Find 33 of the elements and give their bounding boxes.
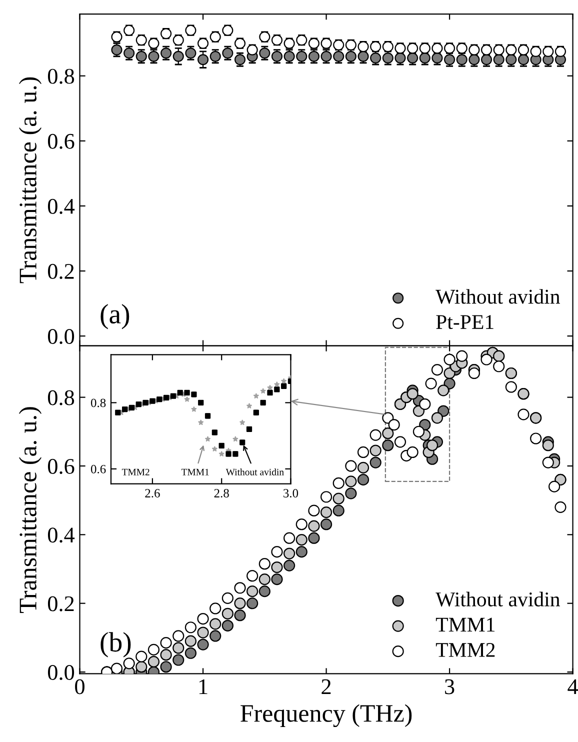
annotation: (a)	[100, 304, 130, 330]
x-tick-label: 0	[75, 679, 84, 694]
x-tick-label: 1	[199, 679, 208, 694]
y-tick-label: 0.0	[48, 664, 74, 680]
y-tick-label: 0.4	[48, 528, 75, 543]
annotation: TMM1	[181, 468, 209, 476]
y-tick-label: 0.8	[90, 398, 106, 408]
x-tick-label: 4	[568, 679, 578, 694]
legend-label: Without avidin	[436, 289, 560, 304]
y-tick-label: 0.8	[48, 68, 74, 84]
y-tick-label: 0.6	[48, 134, 74, 149]
x-axis-title: Frequency (THz)	[240, 704, 412, 728]
y-tick-label: 0.4	[48, 198, 75, 214]
x-tick-label: 3.0	[284, 489, 298, 498]
legend-label: TMM1	[436, 618, 495, 632]
y-tick-label: 0.8	[48, 390, 74, 406]
x-tick-label: 3	[445, 679, 454, 694]
y-tick-label: 0.0	[48, 328, 74, 344]
annotation: Without avidin	[226, 468, 284, 476]
y-axis-title: Transmittance (a. u.)	[18, 77, 42, 284]
annotation: (b)	[100, 632, 131, 658]
legend-label: Pt-PE1	[436, 315, 494, 330]
legend-label: TMM2	[436, 643, 495, 657]
y-tick-label: 0.2	[48, 264, 74, 280]
legend-label: Without avidin	[436, 592, 560, 607]
x-tick-label: 2.6	[145, 489, 160, 498]
x-tick-label: 2	[322, 679, 331, 694]
x-tick-label: 2.8	[214, 489, 229, 498]
y-axis-title: Transmittance (a. u.)	[18, 407, 42, 613]
annotation: TMM2	[122, 468, 150, 476]
y-tick-label: 0.2	[48, 596, 74, 612]
y-tick-label: 0.6	[48, 458, 74, 474]
y-tick-label: 0.6	[90, 464, 106, 474]
